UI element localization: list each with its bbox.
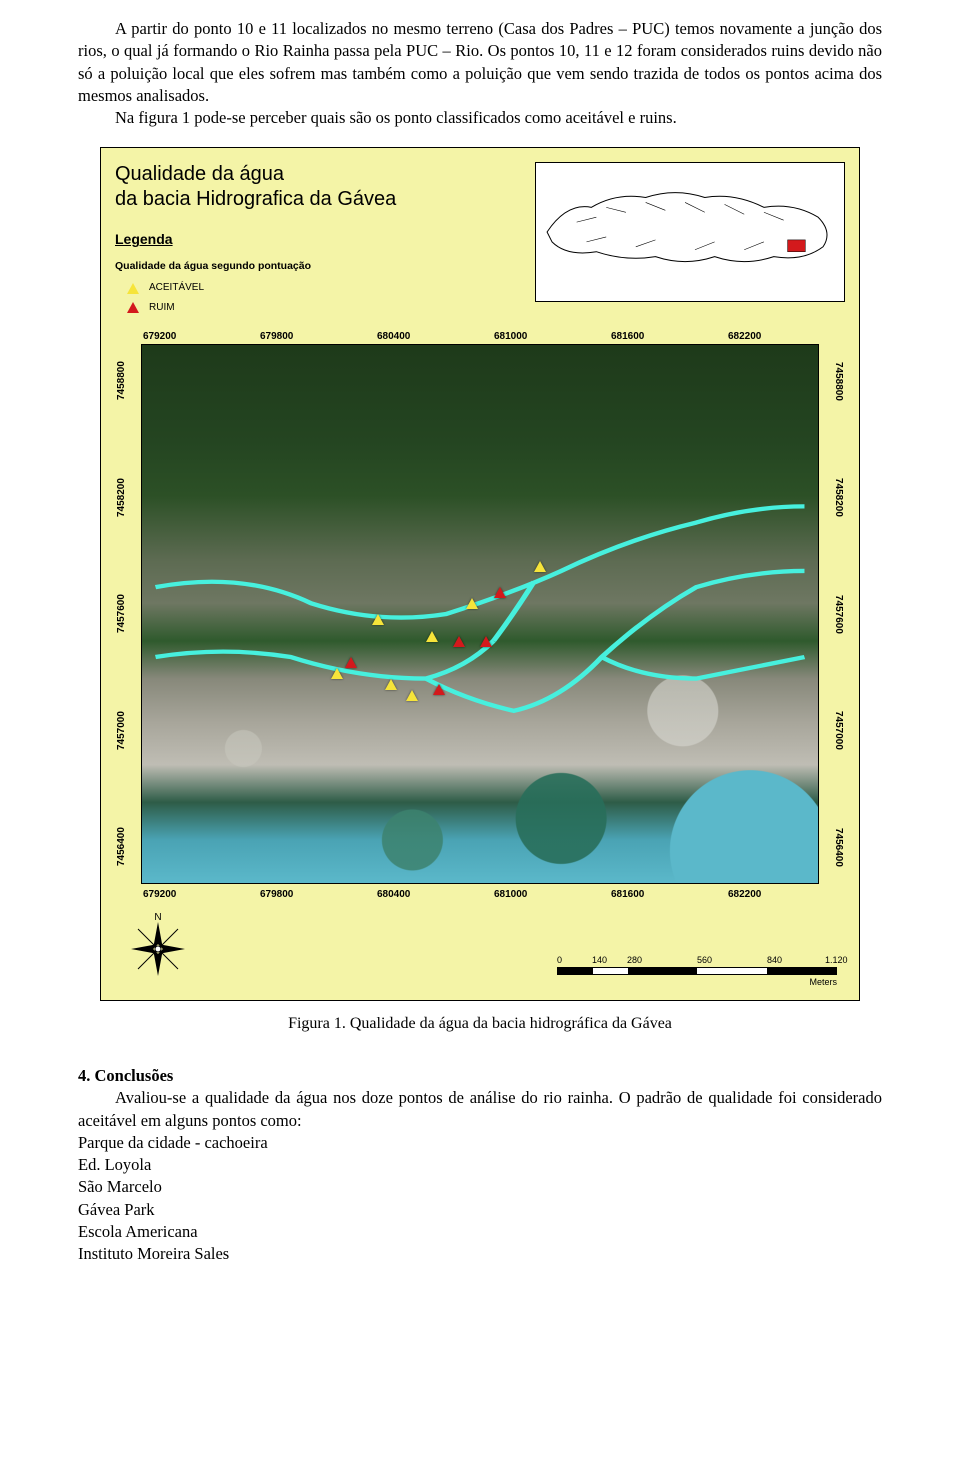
scale-segment bbox=[767, 968, 837, 974]
map-point-icon bbox=[345, 657, 357, 668]
map-figure: Qualidade da água da bacia Hidrografica … bbox=[100, 147, 860, 1001]
compass-icon: N bbox=[123, 910, 193, 988]
axis-tick: 7457000 bbox=[115, 702, 141, 760]
axis-tick: 681600 bbox=[611, 330, 728, 344]
conclusion-item: Instituto Moreira Sales bbox=[78, 1243, 882, 1265]
map-point-icon bbox=[466, 598, 478, 609]
conclusion-item: Parque da cidade - cachoeira bbox=[78, 1132, 882, 1154]
figure-title-line1: Qualidade da água bbox=[115, 163, 284, 185]
axis-tick: 7458200 bbox=[115, 469, 141, 527]
figure-container: Qualidade da água da bacia Hidrografica … bbox=[78, 147, 882, 1001]
scale-label: 280 bbox=[627, 954, 697, 966]
axis-tick: 7458800 bbox=[115, 352, 141, 410]
x-axis-top: 679200679800680400681000681600682200 bbox=[115, 328, 845, 344]
scale-segment bbox=[558, 968, 593, 974]
legend-item: RUIM bbox=[115, 301, 515, 315]
legend-subheading: Qualidade da água segundo pontuação bbox=[115, 259, 515, 273]
map-point-icon bbox=[385, 679, 397, 690]
overview-map bbox=[535, 162, 845, 302]
scale-label: 560 bbox=[697, 954, 767, 966]
legend-label: RUIM bbox=[149, 301, 175, 315]
figure-title-line2: da bacia Hidrografica da Gávea bbox=[115, 188, 396, 210]
axis-tick: 682200 bbox=[728, 888, 845, 902]
y-axis-right: 7458800 7458200 7457600 7457000 7456400 bbox=[819, 344, 845, 884]
legend-label: ACEITÁVEL bbox=[149, 281, 204, 295]
legend-triangle-icon bbox=[127, 302, 139, 313]
map-point-icon bbox=[372, 614, 384, 625]
figure-title: Qualidade da água da bacia Hidrografica … bbox=[115, 162, 515, 212]
scale-label: 140 bbox=[592, 954, 627, 966]
compass-n-label: N bbox=[154, 912, 161, 923]
scale-bar: 01402805608401.120 Meters bbox=[557, 954, 837, 988]
scale-label: 0 bbox=[557, 954, 592, 966]
axis-tick: 7458800 bbox=[819, 352, 845, 410]
axis-tick: 7456400 bbox=[115, 818, 141, 876]
axis-tick: 7457000 bbox=[819, 702, 845, 760]
map-point-icon bbox=[534, 561, 546, 572]
scale-segment bbox=[697, 968, 767, 974]
map-point-icon bbox=[453, 636, 465, 647]
map-point-icon bbox=[494, 587, 506, 598]
axis-tick: 681600 bbox=[611, 888, 728, 902]
legend-triangle-icon bbox=[127, 283, 139, 294]
legend-heading: Legenda bbox=[115, 230, 515, 249]
y-axis-left: 7458800 7458200 7457600 7457000 7456400 bbox=[115, 344, 141, 884]
axis-tick: 680400 bbox=[377, 330, 494, 344]
map-point-icon bbox=[426, 631, 438, 642]
x-axis-bottom: 679200679800680400681000681600682200 bbox=[115, 886, 845, 902]
axis-tick: 679200 bbox=[143, 888, 260, 902]
axis-tick: 679200 bbox=[143, 330, 260, 344]
axis-tick: 682200 bbox=[728, 330, 845, 344]
figure-caption: Figura 1. Qualidade da água da bacia hid… bbox=[78, 1013, 882, 1035]
paragraph-2: Na figura 1 pode-se perceber quais são o… bbox=[78, 107, 882, 129]
map-point-icon bbox=[331, 668, 343, 679]
map-point-icon bbox=[480, 636, 492, 647]
axis-tick: 7457600 bbox=[819, 585, 845, 643]
conclusion-item: Gávea Park bbox=[78, 1199, 882, 1221]
legend-item: ACEITÁVEL bbox=[115, 281, 515, 295]
paragraph-1: A partir do ponto 10 e 11 localizados no… bbox=[78, 18, 882, 107]
conclusions-heading: 4. Conclusões bbox=[78, 1065, 882, 1087]
axis-tick: 679800 bbox=[260, 888, 377, 902]
axis-tick: 680400 bbox=[377, 888, 494, 902]
conclusion-item: Ed. Loyola bbox=[78, 1154, 882, 1176]
scale-unit: Meters bbox=[557, 976, 837, 988]
scale-segment bbox=[593, 968, 628, 974]
axis-tick: 681000 bbox=[494, 888, 611, 902]
axis-tick: 7458200 bbox=[819, 469, 845, 527]
axis-tick: 681000 bbox=[494, 330, 611, 344]
conclusion-item: São Marcelo bbox=[78, 1176, 882, 1198]
map-point-icon bbox=[433, 684, 445, 695]
axis-tick: 7456400 bbox=[819, 818, 845, 876]
satellite-map bbox=[141, 344, 819, 884]
axis-tick: 7457600 bbox=[115, 585, 141, 643]
conclusions-body: Avaliou-se a qualidade da água nos doze … bbox=[78, 1087, 882, 1132]
axis-tick: 679800 bbox=[260, 330, 377, 344]
conclusion-item: Escola Americana bbox=[78, 1221, 882, 1243]
map-point-icon bbox=[406, 690, 418, 701]
scale-segment bbox=[628, 968, 698, 974]
